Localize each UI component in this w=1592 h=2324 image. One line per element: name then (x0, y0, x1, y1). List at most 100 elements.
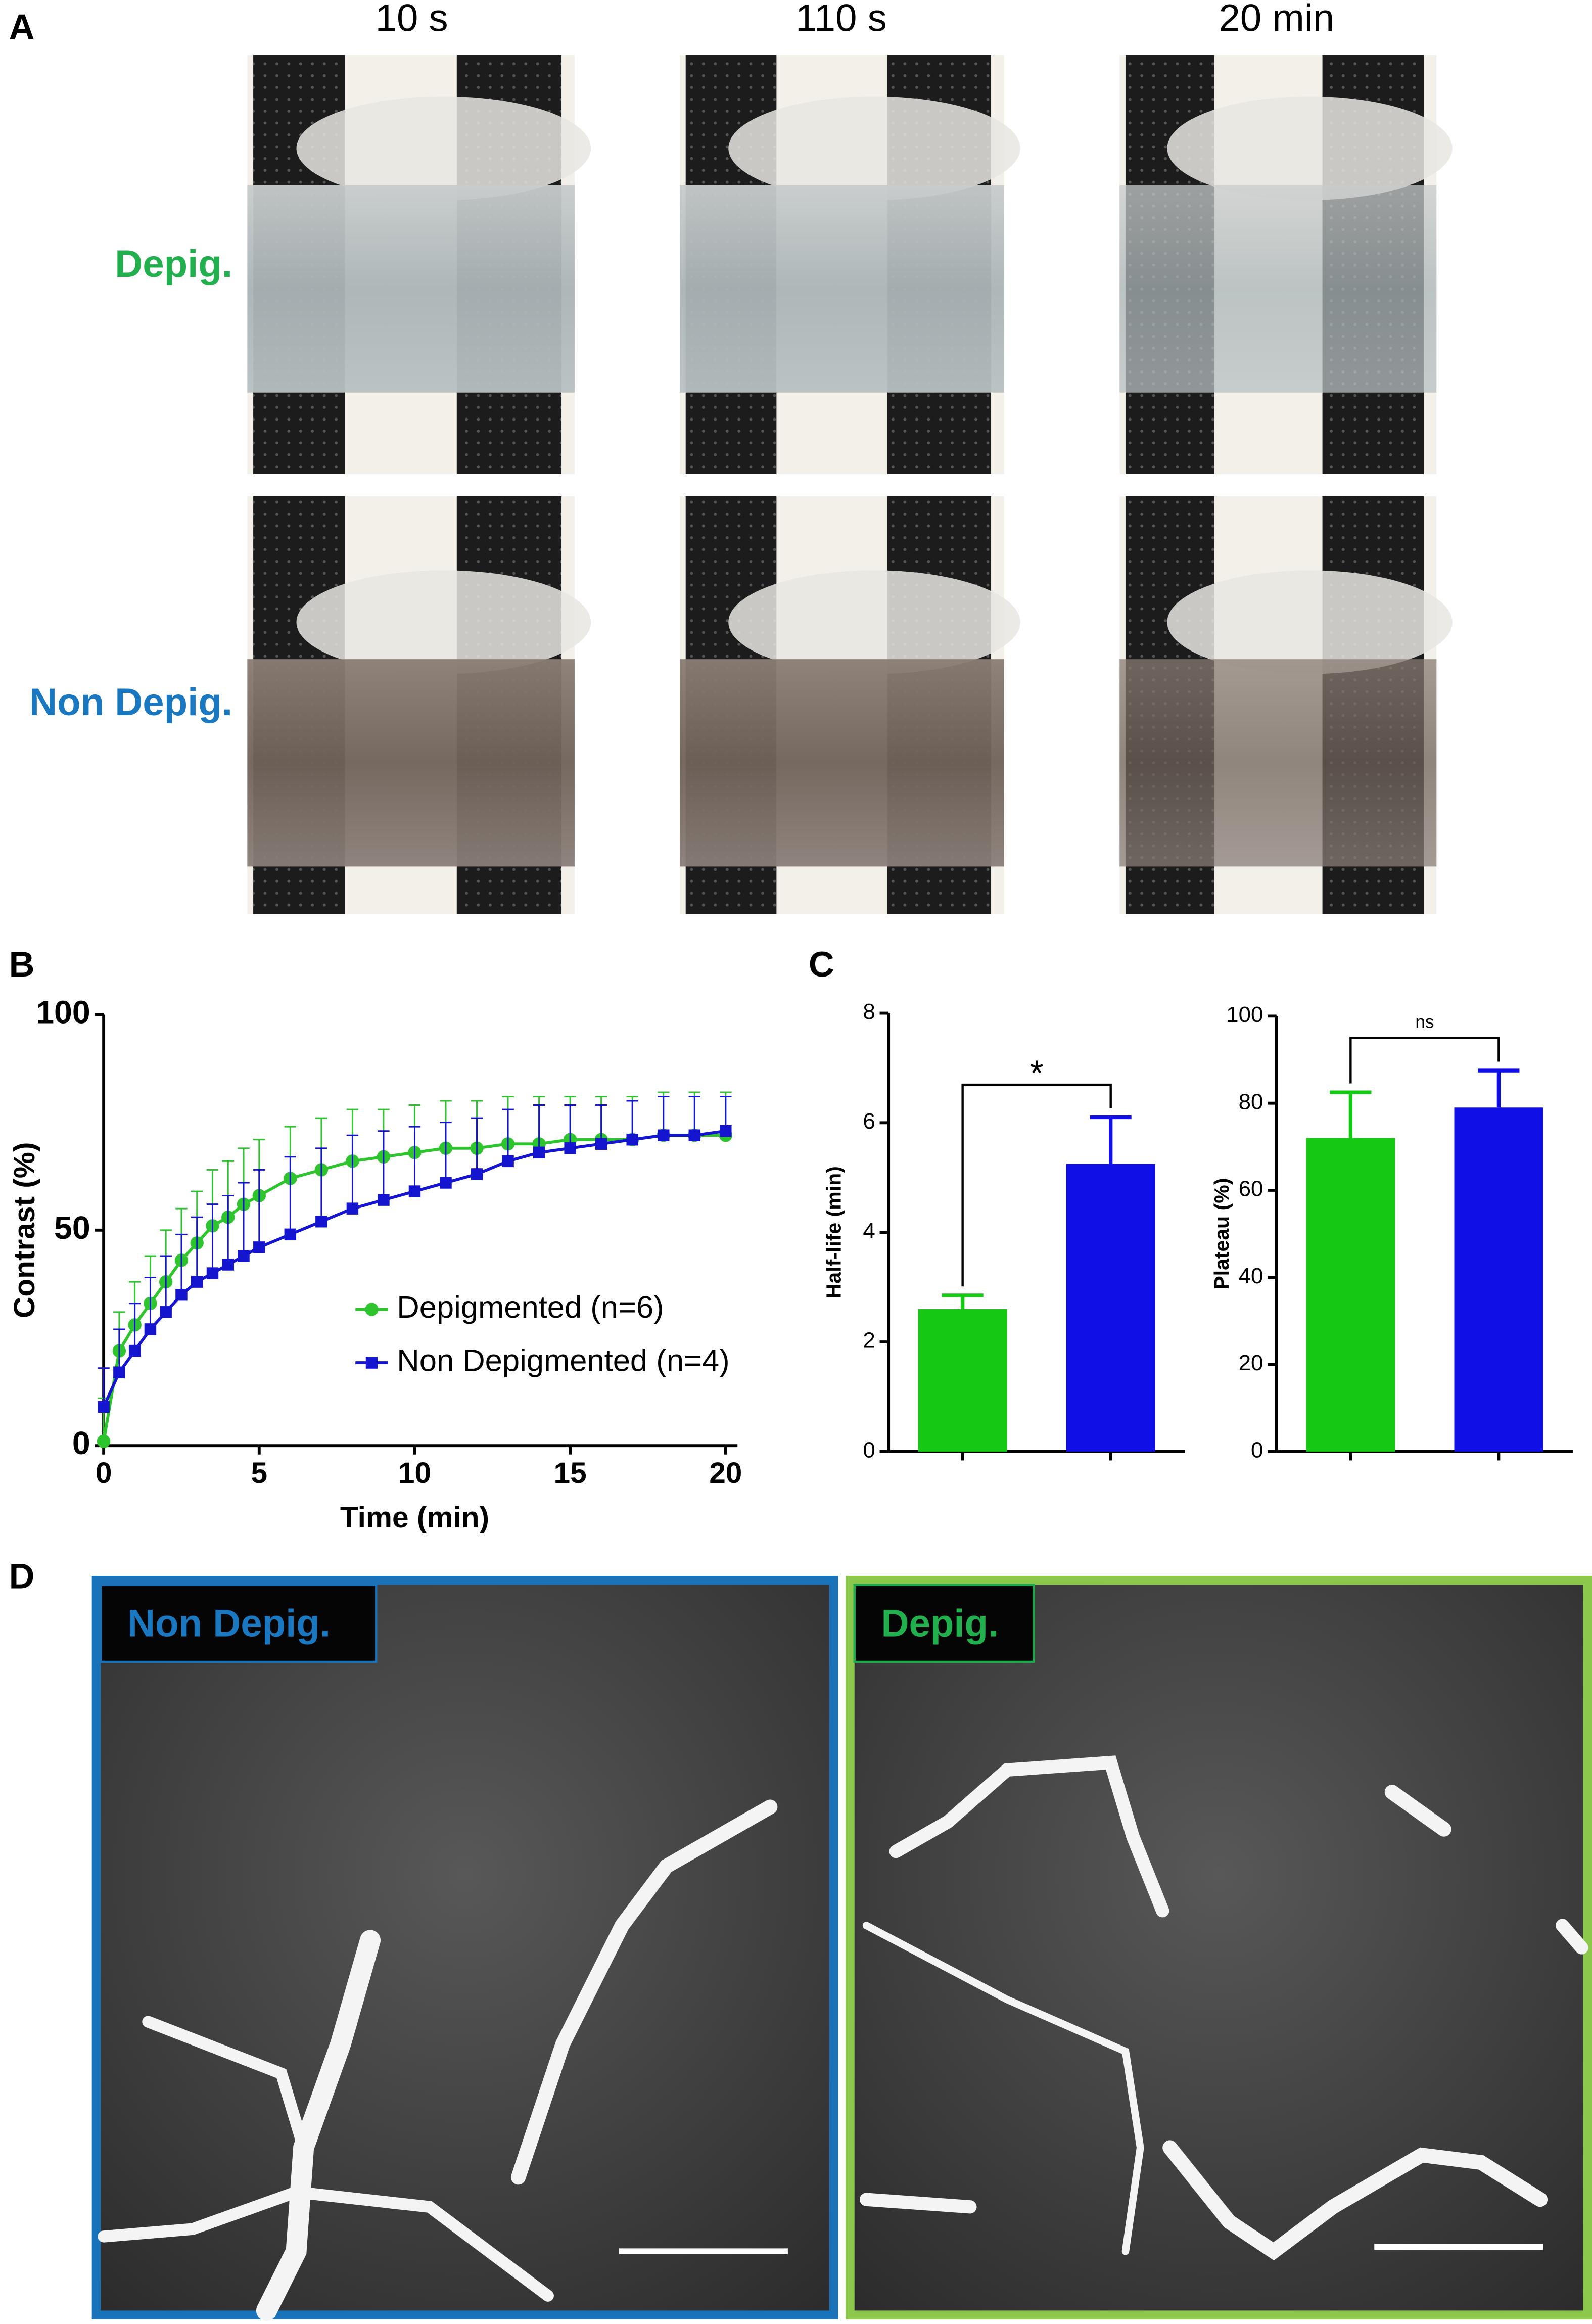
data-point (97, 1434, 111, 1448)
y-tick-label: 50 (54, 1210, 90, 1246)
data-point (284, 1228, 297, 1241)
tissue-edge (1167, 96, 1453, 200)
significance-bracket (961, 1083, 1112, 1287)
data-point (191, 1276, 203, 1288)
image-frame (91, 1575, 838, 2319)
legend-marker (365, 1303, 379, 1316)
y-tick-label: 0 (72, 1425, 90, 1461)
data-point (206, 1267, 219, 1279)
tissue-band (679, 659, 1004, 867)
x-tick-label: 20 (709, 1457, 742, 1490)
x-axis-label: Time (min) (340, 1501, 489, 1534)
data-point (502, 1155, 514, 1168)
error-bar (440, 1122, 452, 1183)
data-point (533, 1146, 545, 1159)
error-bar (238, 1182, 250, 1256)
data-point (658, 1129, 670, 1141)
error-bar (191, 1216, 203, 1282)
legend-label: Depigmented (n=6) (397, 1290, 664, 1325)
data-point (626, 1134, 638, 1146)
label-box (100, 1584, 378, 1663)
error-bar (564, 1104, 576, 1148)
bar (1306, 1138, 1395, 1452)
y-axis-label: Plateau (%) (1210, 1178, 1233, 1290)
row-label: Depig. (115, 243, 232, 286)
tissue-edge (1167, 570, 1453, 674)
x-tick-label: 5 (251, 1457, 267, 1490)
error-bar (942, 1293, 984, 1309)
error-bar (688, 1095, 700, 1136)
data-point (253, 1241, 265, 1253)
tissue-band (1119, 185, 1437, 393)
legend-label: Non Depigmented (n=4) (397, 1343, 729, 1378)
tissue-band (679, 185, 1004, 393)
data-point (238, 1250, 250, 1262)
y-tick-label: 100 (36, 994, 90, 1030)
panel-labels: A B C D (9, 7, 834, 1596)
data-point (175, 1288, 188, 1301)
column-label: 10 s (376, 0, 448, 39)
error-bar (222, 1195, 234, 1265)
error-bar (1330, 1090, 1372, 1138)
tissue-edge (728, 570, 1020, 674)
tissue-band (247, 185, 575, 393)
data-point (113, 1366, 125, 1378)
error-bar (175, 1233, 188, 1295)
bar (918, 1309, 1007, 1452)
label-box (853, 1584, 1035, 1663)
tissue-edge (728, 96, 1020, 200)
tissue-band (1119, 659, 1437, 867)
y-axis-label: Contrast (%) (8, 1142, 41, 1318)
tissue-edge (296, 96, 591, 200)
y-tick-label: 6 (863, 1109, 875, 1134)
x-tick-label: 0 (96, 1457, 112, 1490)
data-point (222, 1259, 234, 1271)
data-point (346, 1202, 359, 1215)
data-point (144, 1323, 157, 1335)
vessels (98, 1799, 778, 2321)
column-label: 110 s (795, 0, 887, 39)
error-bar (206, 1203, 219, 1274)
vessels (860, 1755, 1588, 2261)
tissue-band (247, 659, 575, 867)
y-tick-label: 40 (1239, 1264, 1263, 1288)
data-point (440, 1177, 452, 1189)
error-bar (502, 1108, 514, 1161)
data-point (564, 1142, 576, 1154)
x-tick-label: 15 (554, 1457, 587, 1490)
legend-marker (365, 1357, 378, 1369)
error-bar (595, 1104, 607, 1144)
y-tick-label: 0 (1251, 1437, 1263, 1462)
error-bar (253, 1169, 265, 1247)
y-axis-label: Half-life (min) (822, 1166, 845, 1298)
panel-label: B (9, 944, 35, 984)
significance-label: ns (1415, 1012, 1434, 1032)
error-bar (378, 1130, 390, 1200)
y-tick-label: 80 (1239, 1089, 1263, 1114)
micrograph: Non Depig. Depig. (91, 1575, 1592, 2321)
error-bar (346, 1134, 359, 1209)
error-bar (315, 1147, 327, 1222)
image-label: Depig. (881, 1602, 999, 1645)
error-bar (113, 1328, 125, 1373)
error-bar (1478, 1068, 1520, 1108)
y-tick-label: 8 (863, 999, 875, 1024)
data-point (471, 1168, 483, 1180)
data-point (160, 1306, 172, 1318)
y-tick-label: 100 (1226, 1002, 1263, 1027)
data-point (315, 1216, 327, 1228)
panel-label: C (809, 944, 834, 984)
bar (1066, 1164, 1155, 1452)
error-bar (533, 1104, 545, 1153)
photo-grid (247, 55, 1453, 914)
y-tick-label: 60 (1239, 1177, 1263, 1201)
bar (1454, 1107, 1543, 1452)
y-tick-label: 2 (863, 1328, 875, 1353)
data-point (720, 1125, 732, 1137)
data-point (595, 1138, 607, 1150)
error-bar (408, 1126, 421, 1192)
tissue-edge (296, 570, 591, 674)
